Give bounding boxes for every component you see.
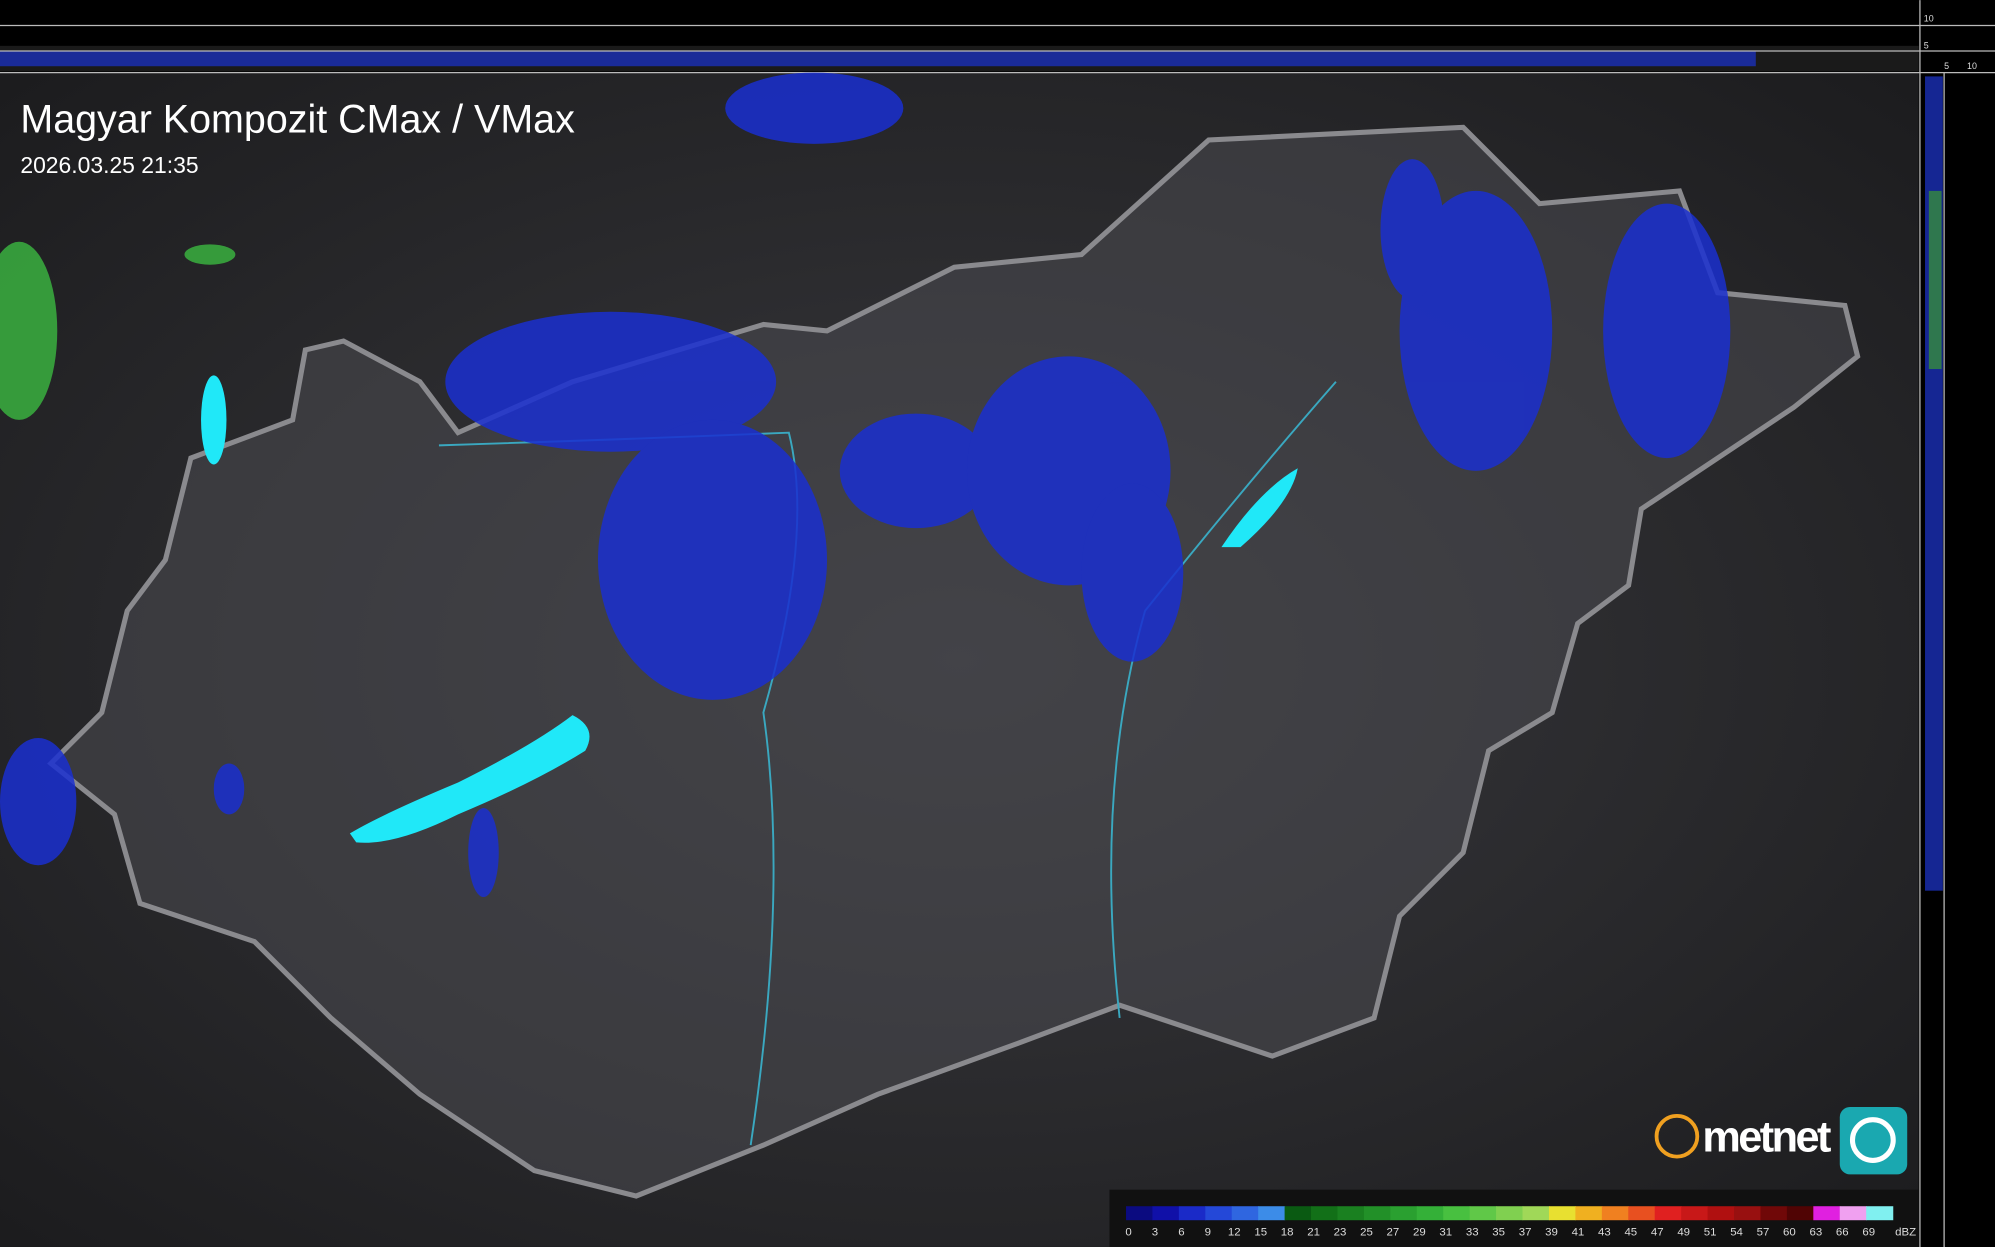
legend-swatch [1496,1206,1524,1221]
legend-swatch [1311,1206,1339,1221]
legend-tick: 49 [1677,1226,1690,1238]
legend-tick: 33 [1466,1226,1479,1238]
top-echo [0,50,1756,67]
legend-swatch [1126,1206,1154,1221]
legend-tick: 25 [1360,1226,1373,1238]
logo: metnet [1654,1106,1908,1175]
legend-swatch [1363,1206,1391,1221]
legend-tick: 66 [1836,1226,1849,1238]
legend-tick: 15 [1254,1226,1267,1238]
legend-swatch [1839,1206,1867,1221]
legend-tick: 0 [1125,1226,1131,1238]
legend-tick: 31 [1439,1226,1452,1238]
legend-tick: 41 [1572,1226,1585,1238]
legend-swatch [1601,1206,1629,1221]
legend-unit: dBZ [1895,1226,1916,1238]
legend-swatch [1522,1206,1550,1221]
legend-tick: 3 [1152,1226,1158,1238]
legend-tick: 23 [1334,1226,1347,1238]
legend-tick: 9 [1205,1226,1211,1238]
legend-tick: 27 [1387,1226,1400,1238]
legend-tick: 43 [1598,1226,1611,1238]
legend-swatch [1734,1206,1762,1221]
legend-tick: 21 [1307,1226,1320,1238]
legend-swatch [1390,1206,1418,1221]
legend: 0 3 6 9 12 15 18 21 23 25 27 29 31 33 35 37 39 41 43 45 47 49… [1125,1206,1916,1238]
legend-swatch [1443,1206,1471,1221]
legend-swatch [1231,1206,1259,1221]
logo-text: metnet [1702,1114,1831,1162]
panel-tick: 10 [1967,61,1977,71]
legend-tick: 69 [1862,1226,1875,1238]
legend-tick: 18 [1281,1226,1294,1238]
legend-tick: 37 [1519,1226,1532,1238]
legend-swatch [1469,1206,1497,1221]
legend-tick: 57 [1757,1226,1770,1238]
legend-tick: 54 [1730,1226,1743,1238]
legend-swatch [1284,1206,1312,1221]
title: Magyar Kompozit CMax / VMax [20,97,575,141]
legend-swatch [1337,1206,1365,1221]
legend-swatch [1258,1206,1286,1221]
legend-swatch [1416,1206,1444,1221]
legend-swatch [1575,1206,1603,1221]
radar-echoes-green [0,241,236,420]
legend-swatch [1548,1206,1577,1221]
legend-tick: 39 [1545,1226,1558,1238]
panel-tick: 10 [1924,14,1934,24]
legend-swatch [1866,1206,1894,1221]
legend-tick: 51 [1704,1226,1717,1238]
legend-swatch [1760,1206,1788,1221]
legend-tick: 45 [1624,1226,1637,1238]
radar-echoes [0,72,1731,898]
legend-swatch [1205,1206,1233,1221]
legend-tick: 60 [1783,1226,1796,1238]
legend-swatch [1178,1206,1206,1221]
legend-swatch [1813,1206,1841,1221]
legend-tick: 12 [1228,1226,1241,1238]
panel-tick: 5 [1924,40,1929,50]
legend-tick: 47 [1651,1226,1664,1238]
legend-swatch [1681,1206,1709,1221]
legend-swatch [1786,1206,1814,1221]
legend-swatch [1152,1206,1180,1221]
legend-swatch [1654,1206,1682,1221]
legend-swatch [1628,1206,1656,1221]
side-echo [1928,190,1942,370]
legend-tick: 6 [1178,1226,1184,1238]
legend-swatch [1707,1206,1735,1221]
lakes [201,375,1298,843]
country-border [47,124,1861,1199]
legend-tick: 29 [1413,1226,1426,1238]
legend-tick: 35 [1492,1226,1505,1238]
panel-tick: 5 [1944,61,1949,71]
legend-tick: 63 [1809,1226,1822,1238]
timestamp: 2026.03.25 21:35 [20,152,198,178]
